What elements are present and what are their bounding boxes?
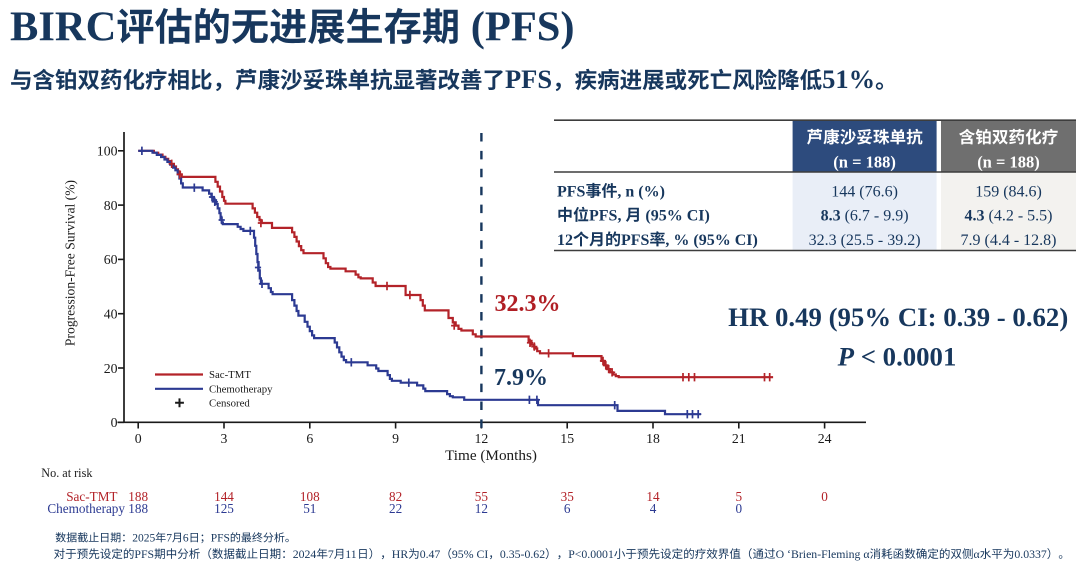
svg-text:Sac-TMT: Sac-TMT [209,369,251,381]
svg-text:(6.7 - 9.9): (6.7 - 9.9) [841,208,909,225]
svg-text:12: 12 [475,431,489,446]
svg-text:(4.2 - 5.5): (4.2 - 5.5) [985,208,1053,225]
svg-text:15: 15 [560,431,574,446]
svg-text:Censored: Censored [209,398,250,410]
svg-text:12: 12 [557,232,573,249]
svg-text:4: 4 [650,501,657,516]
svg-text:14: 14 [646,489,660,504]
svg-text:35: 35 [561,489,575,504]
svg-text:18: 18 [646,431,660,446]
svg-text:20: 20 [104,361,118,376]
svg-text:0.47: 0.47 [420,547,441,561]
svg-text:P<0.0001: P<0.0001 [568,547,614,561]
svg-text:21: 21 [732,431,746,446]
svg-text:95% CI: 95% CI [452,547,488,561]
svg-text:51%: 51% [822,64,875,94]
svg-text:24: 24 [818,431,832,446]
svg-text:40: 40 [104,307,118,322]
svg-text:51: 51 [303,501,316,516]
svg-text:PFS,: PFS, [589,208,625,225]
svg-text:108: 108 [300,489,320,504]
svg-text:0: 0 [111,415,118,430]
svg-text:2025: 2025 [132,533,155,545]
svg-text:0.0337: 0.0337 [1014,547,1047,561]
svg-text:(PFS): (PFS) [460,3,574,50]
svg-text:P: P [837,342,855,372]
svg-text:5: 5 [736,489,743,504]
svg-text:4.3: 4.3 [965,208,985,225]
svg-text:Sac-TMT: Sac-TMT [66,489,117,504]
svg-text:32.3 (25.5 - 39.2): 32.3 (25.5 - 39.2) [809,232,921,249]
svg-text:Time (Months): Time (Months) [445,447,537,464]
svg-text:32.3%: 32.3% [495,291,561,317]
svg-text:PFS: PFS [134,547,154,561]
svg-text:0: 0 [736,501,743,516]
svg-text:PFS: PFS [621,232,650,249]
svg-text:55: 55 [475,489,489,504]
svg-text:7.9%: 7.9% [494,365,548,391]
svg-text:(95% CI): (95% CI) [641,208,709,225]
svg-text:BIRC: BIRC [10,3,116,50]
svg-text:82: 82 [389,489,402,504]
svg-text:Chemotherapy: Chemotherapy [47,501,125,516]
svg-text:(n = 188): (n = 188) [977,153,1040,172]
svg-text:0.35-0.62: 0.35-0.62 [500,547,545,561]
svg-text:No. at risk: No. at risk [41,466,93,480]
svg-text:188: 188 [128,489,148,504]
svg-text:144: 144 [214,489,234,504]
svg-text:α: α [974,547,980,561]
svg-text:12: 12 [475,501,488,516]
svg-text:O ‘Brien-Fleming α: O ‘Brien-Fleming α [776,547,870,561]
svg-text:6: 6 [306,431,313,446]
svg-text:22: 22 [389,501,402,516]
svg-text:159 (84.6): 159 (84.6) [975,184,1042,201]
svg-text:HR: HR [392,547,409,561]
svg-text:7: 7 [328,547,334,561]
svg-text:6: 6 [564,501,571,516]
svg-text:2024: 2024 [293,547,317,561]
svg-text:80: 80 [104,198,118,213]
svg-text:HR 0.49 (95% CI: 0.39 - 0.62): HR 0.49 (95% CI: 0.39 - 0.62) [728,302,1068,332]
svg-text:100: 100 [97,144,118,159]
svg-text:9: 9 [392,431,399,446]
svg-text:, % (95% CI): , % (95% CI) [665,232,757,249]
svg-text:PFS: PFS [211,533,230,545]
svg-text:PFS: PFS [505,64,552,94]
svg-text:, n (%): , n (%) [617,184,665,201]
svg-text:125: 125 [214,501,234,516]
svg-text:7: 7 [166,533,172,545]
svg-text:60: 60 [104,252,118,267]
svg-text:11: 11 [345,547,356,561]
svg-text:7.9 (4.4 - 12.8): 7.9 (4.4 - 12.8) [961,232,1057,249]
svg-text:0: 0 [135,431,142,446]
svg-text:8.3: 8.3 [821,208,841,225]
svg-text:Chemotherapy: Chemotherapy [209,384,273,396]
svg-text:< 0.0001: < 0.0001 [854,342,956,372]
svg-text:0: 0 [821,489,828,504]
svg-text:PFS: PFS [557,184,586,201]
svg-text:3: 3 [221,431,228,446]
svg-text:Progression-Free Survival (%): Progression-Free Survival (%) [63,180,79,346]
svg-text:6: 6 [183,533,189,545]
svg-text:144 (76.6): 144 (76.6) [831,184,898,201]
svg-text:(n = 188): (n = 188) [833,153,896,172]
svg-text:188: 188 [128,501,148,516]
